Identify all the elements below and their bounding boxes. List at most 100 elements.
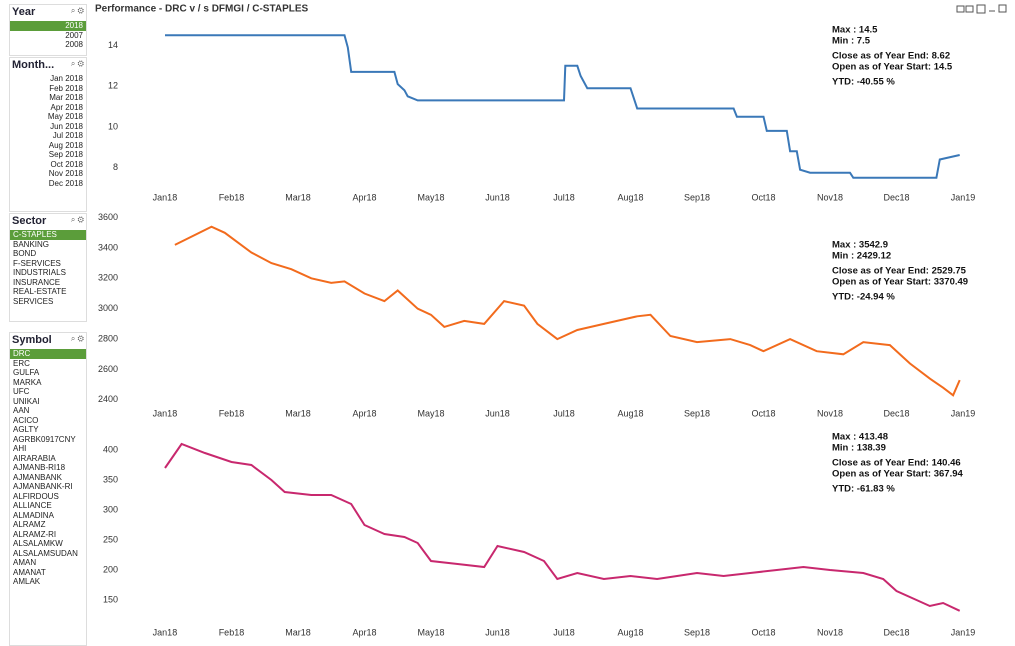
list-item[interactable]: BANKING [13, 239, 50, 249]
x-tick-label: Apr18 [352, 627, 376, 637]
list-item[interactable]: MARKA [13, 377, 42, 387]
series-line [164, 442, 961, 612]
stat-label: Close as of Year End: 2529.75 [832, 266, 967, 277]
list-item[interactable]: ALSALAMKW [13, 539, 63, 548]
list-icons[interactable]: ⌕ ⚙ [70, 6, 84, 15]
list-item[interactable]: BOND [13, 249, 37, 258]
list-box: Sector ⌕ ⚙ C-STAPLES BANKING BOND F-SERVICES I… [9, 213, 87, 322]
list-item[interactable]: 2007 [65, 30, 83, 40]
y-tick-label: 150 [103, 594, 118, 604]
stat-label: Max : 413.48 [832, 432, 888, 443]
x-tick-label: May18 [417, 408, 444, 418]
list-icons[interactable]: ⌕ ⚙ [70, 215, 84, 224]
x-tick-label: Oct18 [752, 192, 776, 202]
list-icons[interactable]: ⌕ ⚙ [70, 334, 84, 343]
list-item[interactable]: ACICO [13, 415, 39, 425]
list-title-text: Symbol [12, 334, 52, 346]
list-item[interactable]: Jul 2018 [52, 131, 83, 140]
y-tick-label: 350 [103, 474, 118, 484]
list-item[interactable]: Dec 2018 [48, 178, 83, 188]
list-item[interactable]: Sep 2018 [48, 150, 83, 159]
x-tick-label: Jan19 [951, 408, 976, 418]
list-title: Year ⌕ ⚙ [10, 5, 86, 21]
list-item[interactable]: May 2018 [47, 112, 83, 121]
list-item[interactable]: UNIKAI [13, 396, 40, 406]
list-item[interactable]: AMAN [13, 558, 37, 567]
x-tick-label: Apr18 [352, 192, 376, 202]
x-tick-label: Jun18 [485, 408, 510, 418]
list-item[interactable]: ALLIANCE [13, 501, 52, 510]
list-icons[interactable]: ⌕ ⚙ [70, 59, 84, 68]
x-tick-label: Jun18 [485, 627, 510, 637]
toolbar[interactable] [956, 4, 1007, 14]
x-tick-label: May18 [417, 627, 444, 637]
list-item[interactable]: Oct 2018 [50, 159, 83, 169]
list-item[interactable]: ERC [13, 358, 30, 368]
list-item[interactable]: F-SERVICES [13, 258, 61, 268]
list-title: Month... ⌕ ⚙ [10, 58, 86, 74]
list-item[interactable]: Feb 2018 [49, 83, 83, 93]
x-tick-label: Oct18 [752, 627, 776, 637]
x-tick-label: Jun18 [485, 192, 510, 202]
list-item[interactable]: AGRBK0917CNY [13, 434, 76, 444]
list-item[interactable]: Aug 2018 [48, 140, 83, 150]
list-item[interactable]: ALFIRDOUS [13, 491, 59, 501]
list-item[interactable]: AJMANBANK-RI [13, 482, 73, 491]
y-tick-label: 2400 [98, 394, 118, 404]
list-item[interactable]: GULFA [13, 368, 40, 377]
list-item[interactable]: Jun 2018 [50, 121, 83, 131]
list-item[interactable]: AIRARABIA [13, 453, 56, 463]
list-item[interactable]: AMANAT [13, 567, 46, 577]
series-line [174, 225, 961, 397]
stat-label: Close as of Year End: 140.46 [832, 458, 961, 469]
x-tick-label: Jan19 [951, 627, 976, 637]
stat-label: Min : 7.5 [832, 36, 871, 47]
list-item[interactable]: INDUSTRIALS [13, 268, 66, 277]
list-item[interactable]: ALMADINA [13, 510, 54, 520]
list-item[interactable]: AGLTY [13, 425, 39, 434]
y-tick-label: 10 [108, 121, 118, 131]
list-item[interactable]: DRC [10, 349, 86, 359]
list-item[interactable]: Nov 2018 [48, 169, 83, 178]
list-item[interactable]: ALRAMZ-RI [13, 529, 57, 539]
list-item[interactable]: AJMANBANK [13, 472, 62, 482]
list-item[interactable]: ALSALAMSUDAN [13, 548, 78, 558]
stat-label: Open as of Year Start: 3370.49 [832, 277, 968, 288]
stat-label: Max : 14.5 [832, 25, 878, 36]
list-title-text: Year [12, 6, 36, 18]
list-box: Symbol ⌕ ⚙ DRC ERC GULFA MARKA UFC UNIKAI AAN ACI… [9, 332, 87, 646]
list-item[interactable]: C-STAPLES [10, 230, 86, 240]
stat-label: YTD: -40.55 % [832, 77, 895, 88]
page-title: Performance - DRC v / s DFMGI / C-STAPLE… [95, 4, 309, 15]
list-item[interactable]: AAN [13, 406, 30, 415]
x-tick-label: Jul18 [553, 627, 575, 637]
x-tick-label: Aug18 [617, 408, 643, 418]
list-item[interactable]: AHI [13, 444, 27, 453]
list-item[interactable]: ALRAMZ [13, 520, 46, 529]
list-item[interactable]: 2008 [65, 40, 83, 49]
list-item[interactable]: AMLAK [13, 577, 41, 586]
list-item[interactable]: UFC [13, 387, 30, 396]
x-tick-label: Jan18 [153, 192, 178, 202]
list-title-text: Sector [12, 215, 47, 227]
x-tick-label: Aug18 [617, 192, 643, 202]
stat-label: Min : 2429.12 [832, 251, 891, 262]
list-item[interactable]: Jan 2018 [50, 74, 83, 83]
list-item[interactable]: 2018 [10, 21, 86, 31]
y-tick-label: 400 [103, 444, 118, 454]
y-tick-label: 2800 [98, 333, 118, 343]
list-item[interactable]: Mar 2018 [49, 93, 83, 102]
list-item[interactable]: REAL-ESTATE [13, 287, 67, 296]
list-item[interactable]: AJMANB-RI18 [13, 463, 66, 472]
stat-label: Min : 138.39 [832, 443, 886, 454]
list-title-text: Month... [12, 59, 55, 71]
x-tick-label: Dec18 [884, 408, 910, 418]
x-tick-label: Jan18 [153, 408, 178, 418]
x-tick-label: Feb18 [219, 192, 245, 202]
list-item[interactable]: Apr 2018 [50, 102, 83, 112]
stat-label: YTD: -24.94 % [832, 292, 895, 303]
list-item[interactable]: INSURANCE [13, 277, 61, 287]
list-item[interactable]: SERVICES [13, 296, 54, 306]
x-tick-label: Nov18 [817, 192, 843, 202]
